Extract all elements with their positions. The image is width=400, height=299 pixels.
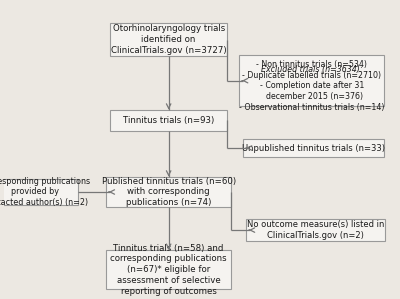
- FancyBboxPatch shape: [239, 55, 384, 106]
- FancyBboxPatch shape: [110, 110, 228, 131]
- Text: Tinnitus trials (n=58) and
corresponding publications
(n=67)* eligible for
asses: Tinnitus trials (n=58) and corresponding…: [110, 244, 227, 296]
- Text: Unpublished tinnitus trials (n=33): Unpublished tinnitus trials (n=33): [242, 144, 385, 152]
- Text: Tinnitus trials (n=93): Tinnitus trials (n=93): [123, 116, 214, 125]
- Text: Corresponding publications
provided by
contacted author(s) (n=2): Corresponding publications provided by c…: [0, 177, 90, 207]
- FancyBboxPatch shape: [106, 177, 231, 208]
- FancyBboxPatch shape: [106, 250, 231, 289]
- Text: Otorhinolaryngology trials
identified on
ClinicalTrials.gov (n=3727): Otorhinolaryngology trials identified on…: [111, 24, 226, 55]
- Text: Excluded trials (n=3634):: Excluded trials (n=3634):: [261, 65, 362, 74]
- Text: No outcome measure(s) listed in
ClinicalTrials.gov (n=2): No outcome measure(s) listed in Clinical…: [247, 220, 384, 240]
- FancyBboxPatch shape: [0, 179, 78, 205]
- FancyBboxPatch shape: [110, 23, 228, 57]
- FancyBboxPatch shape: [243, 139, 384, 157]
- FancyBboxPatch shape: [246, 219, 385, 241]
- Text: - Non tinnitus trials (n=534)
- Duplicate labelled trials (n=2710)
- Completion : - Non tinnitus trials (n=534) - Duplicat…: [239, 60, 384, 112]
- Text: Published tinnitus trials (n=60)
with corresponding
publications (n=74): Published tinnitus trials (n=60) with co…: [102, 177, 236, 207]
